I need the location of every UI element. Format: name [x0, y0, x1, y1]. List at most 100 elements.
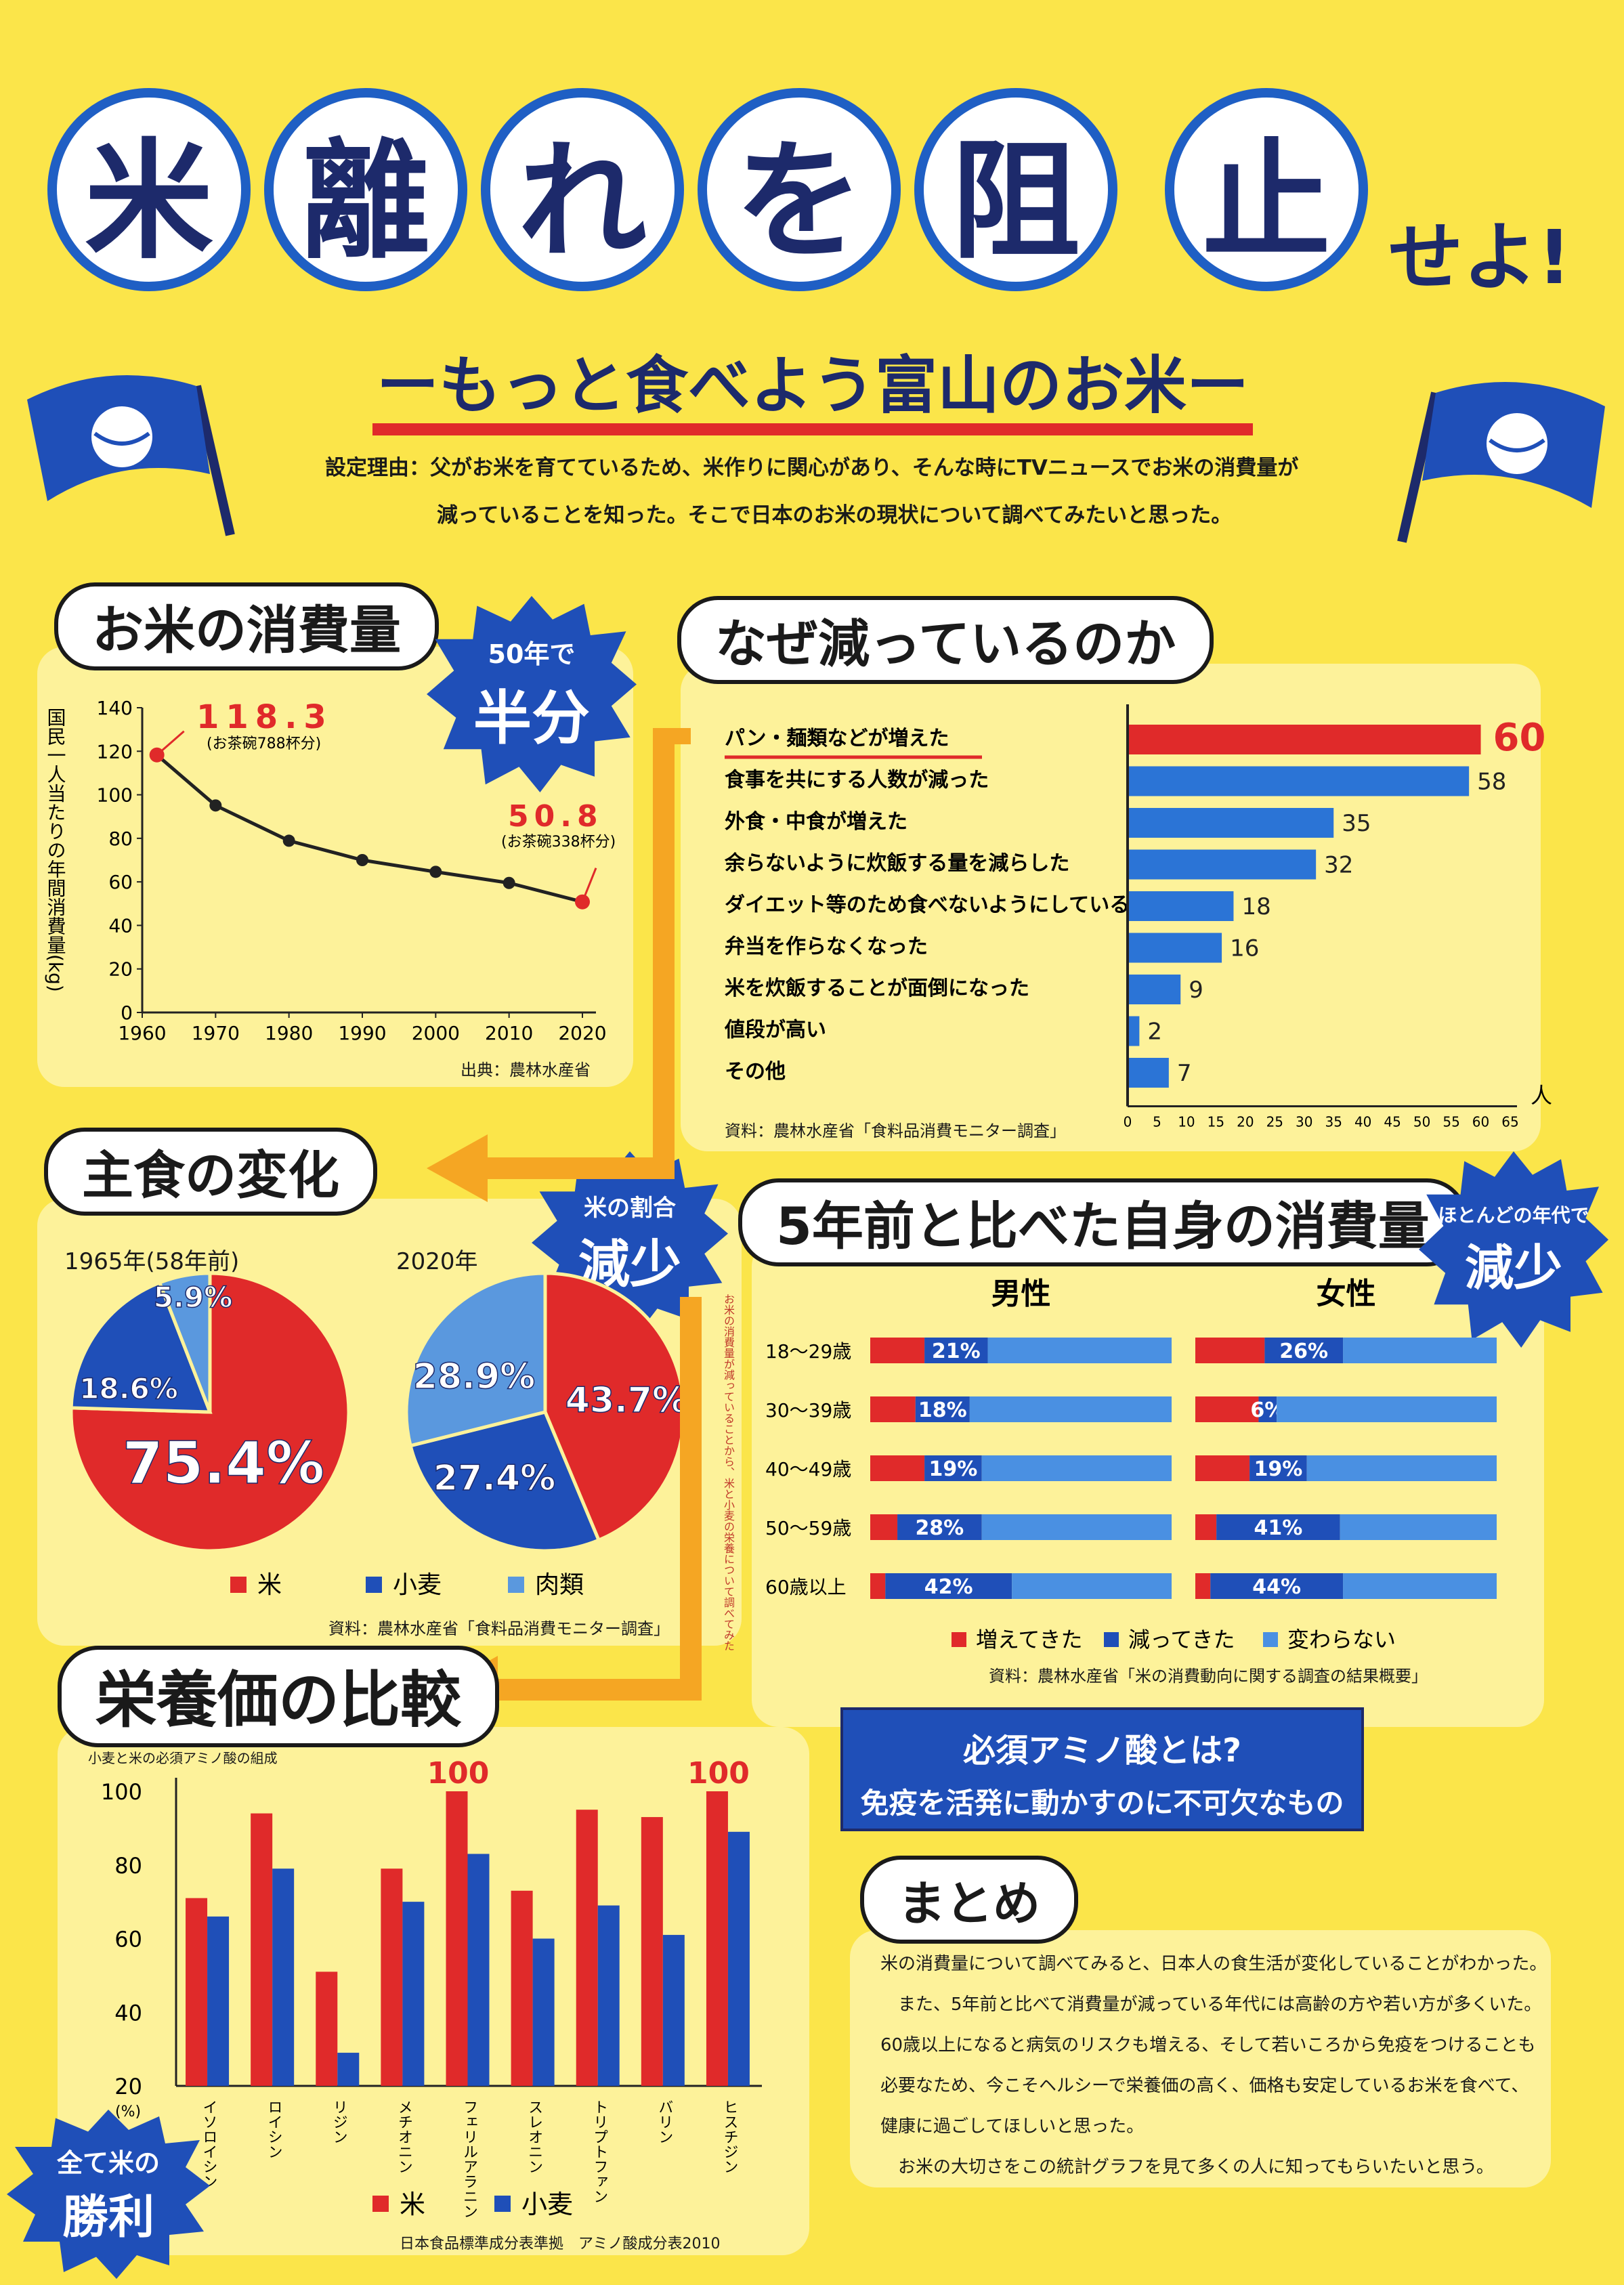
legend-label: 変わらない — [1287, 1627, 1396, 1652]
consumption-line-chart: 0 20 40 60 80 100 120 140 1960 1970 1980 1990 2000 20… — [45, 697, 616, 1044]
title-char-2: 離 — [264, 88, 467, 291]
x-tick-label: ロイシン — [265, 2099, 282, 2159]
legend-label: 減ってきた — [1128, 1627, 1235, 1652]
stack-segment — [1216, 1514, 1340, 1540]
reason-value: 9 — [1189, 977, 1203, 1004]
legend-label: 米 — [257, 1571, 282, 1599]
annotation-leader — [581, 868, 597, 903]
amino-bar — [532, 1938, 555, 2086]
y-tick-label: 20 — [108, 958, 133, 981]
annotation-note: (お茶碗338杯分) — [501, 834, 616, 851]
reason-label: 外食・中食が増えた — [725, 810, 907, 834]
legend-swatch — [1104, 1632, 1119, 1647]
reason-bar — [1128, 891, 1234, 921]
amino-bar — [662, 1935, 685, 2086]
stack-segment — [1012, 1573, 1172, 1599]
x-tick-label: 50 — [1413, 1114, 1430, 1130]
reason-line-2: 減っていることを知った。そこで日本のお米の現状について調べてみたいと思った。 — [437, 503, 1233, 528]
reason-bar — [1128, 725, 1481, 754]
y-axis-unit: (%) — [115, 2104, 141, 2120]
reason-value: 2 — [1147, 1019, 1162, 1046]
stack-segment — [1195, 1514, 1217, 1540]
summary-line: 必要なため、今こそヘルシーで栄養価の高く、価格も安定しているお米を食べて、 — [880, 2076, 1529, 2096]
amino-bar — [337, 2053, 360, 2086]
x-tick-label: リジン — [330, 2099, 347, 2144]
title-char-4: を — [698, 88, 901, 291]
data-point — [356, 854, 368, 866]
unit-label: 人 — [1531, 1083, 1552, 1109]
reason-label: 余らないように炊飯する量を減らした — [724, 852, 1069, 876]
x-tick-label: 55 — [1443, 1114, 1459, 1130]
x-tick-label: 35 — [1325, 1114, 1342, 1130]
age-label: 60歳以上 — [765, 1576, 847, 1598]
x-tick-label: メチオニン — [396, 2099, 412, 2174]
reason-label: その他 — [725, 1060, 786, 1084]
x-tick-label: バリン — [656, 2099, 672, 2144]
pie-source: 資料：農林水産省「食料品消費モニター調査」 — [328, 1619, 670, 1638]
y-tick-label: 140 — [97, 697, 133, 719]
half-burst-main: 半分 — [473, 685, 590, 752]
stack-segment — [1249, 1455, 1307, 1481]
reason-bar — [1128, 766, 1470, 796]
legend-swatch — [372, 2196, 389, 2212]
reason-label: 値段が高い — [724, 1019, 826, 1042]
stack-segment — [870, 1573, 886, 1599]
legend-label: 小麦 — [521, 2190, 573, 2219]
x-tick-label: スレオニン — [526, 2099, 542, 2174]
reason-label: 食事を共にする人数が減った — [725, 769, 989, 792]
reason-line-1: 設定理由：父がお米を育てているため、米作りに関心があり、そんな時にTVニュースで… — [325, 456, 1299, 480]
flow-arrow — [427, 728, 702, 1717]
y-tick-label: 60 — [108, 871, 133, 893]
x-tick-label: 45 — [1384, 1114, 1401, 1130]
y-axis-label: 国民一人当たりの年間消費量(kg) — [45, 708, 67, 992]
annotation-value: 118.3 — [196, 698, 333, 736]
group-title: 女性 — [1317, 1277, 1376, 1311]
legend-swatch — [1263, 1632, 1278, 1647]
stack-segment — [924, 1455, 982, 1481]
half-burst-top: 50年で — [488, 639, 576, 669]
y-tick-label: 80 — [108, 828, 133, 850]
y-tick-label: 100 — [101, 1779, 142, 1805]
pie-slice — [408, 1410, 601, 1553]
reason-bar — [1128, 933, 1222, 963]
title-char-3: れ — [481, 88, 684, 291]
legend-swatch — [952, 1632, 966, 1647]
amino-bar — [597, 1905, 620, 2086]
legend-label: 小麦 — [393, 1571, 442, 1599]
stack-segment — [897, 1514, 982, 1540]
x-tick-label: 10 — [1178, 1114, 1195, 1130]
reason-value: 35 — [1342, 810, 1371, 837]
x-tick-label: 15 — [1208, 1114, 1224, 1130]
stack-segment — [1277, 1396, 1497, 1422]
stack-value-label: 26% — [1279, 1340, 1328, 1363]
summary-line: お米の大切さをこの統計グラフを見て多くの人に知ってもらいたいと思う。 — [880, 2157, 1494, 2177]
stack-segment — [870, 1455, 925, 1481]
summary-line: 60歳以上になると病気のリスクも増える、そして若いころから免疫をつけることも — [880, 2035, 1536, 2055]
reason-label: ダイエット等のため食べないようにしている — [725, 893, 1130, 917]
amino-bar — [272, 1868, 295, 2086]
pie-value-label: 5.9% — [154, 1281, 232, 1314]
stack-segment — [885, 1573, 1012, 1599]
nutrition-source: 日本食品標準成分表準拠 アミノ酸成分表2010 — [400, 2236, 721, 2252]
stack-segment — [924, 1338, 988, 1363]
summary-line: また、5年前と比べて消費量が減っている年代には高齢の方や若い方が多くいた。 — [880, 1994, 1542, 2015]
ages-burst-top: ほとんどの年代で — [1438, 1203, 1589, 1226]
x-tick-label: 1990 — [338, 1022, 386, 1044]
annotation-leader — [156, 730, 185, 756]
pie-slice — [69, 1280, 213, 1414]
title-char-1: 米 — [47, 88, 251, 291]
x-tick-label: フェリルアラニン — [461, 2099, 477, 2219]
left-flag-icon — [27, 375, 235, 536]
data-point — [503, 876, 515, 889]
x-tick-label: 1970 — [192, 1022, 240, 1044]
why-title: なぜ減っているのか — [677, 596, 1214, 684]
pie-value-label: 28.9% — [413, 1357, 535, 1397]
legend-swatch — [230, 1577, 247, 1593]
y-tick-label: 80 — [114, 1853, 142, 1879]
x-tick-label: ヒスチジン — [721, 2099, 738, 2174]
x-tick-label: イソロイシン — [200, 2099, 217, 2189]
win-burst-main: 勝利 — [62, 2191, 154, 2244]
reason-bar — [1128, 975, 1181, 1004]
data-point — [282, 834, 295, 847]
pie-value-label: 18.6% — [79, 1372, 178, 1405]
